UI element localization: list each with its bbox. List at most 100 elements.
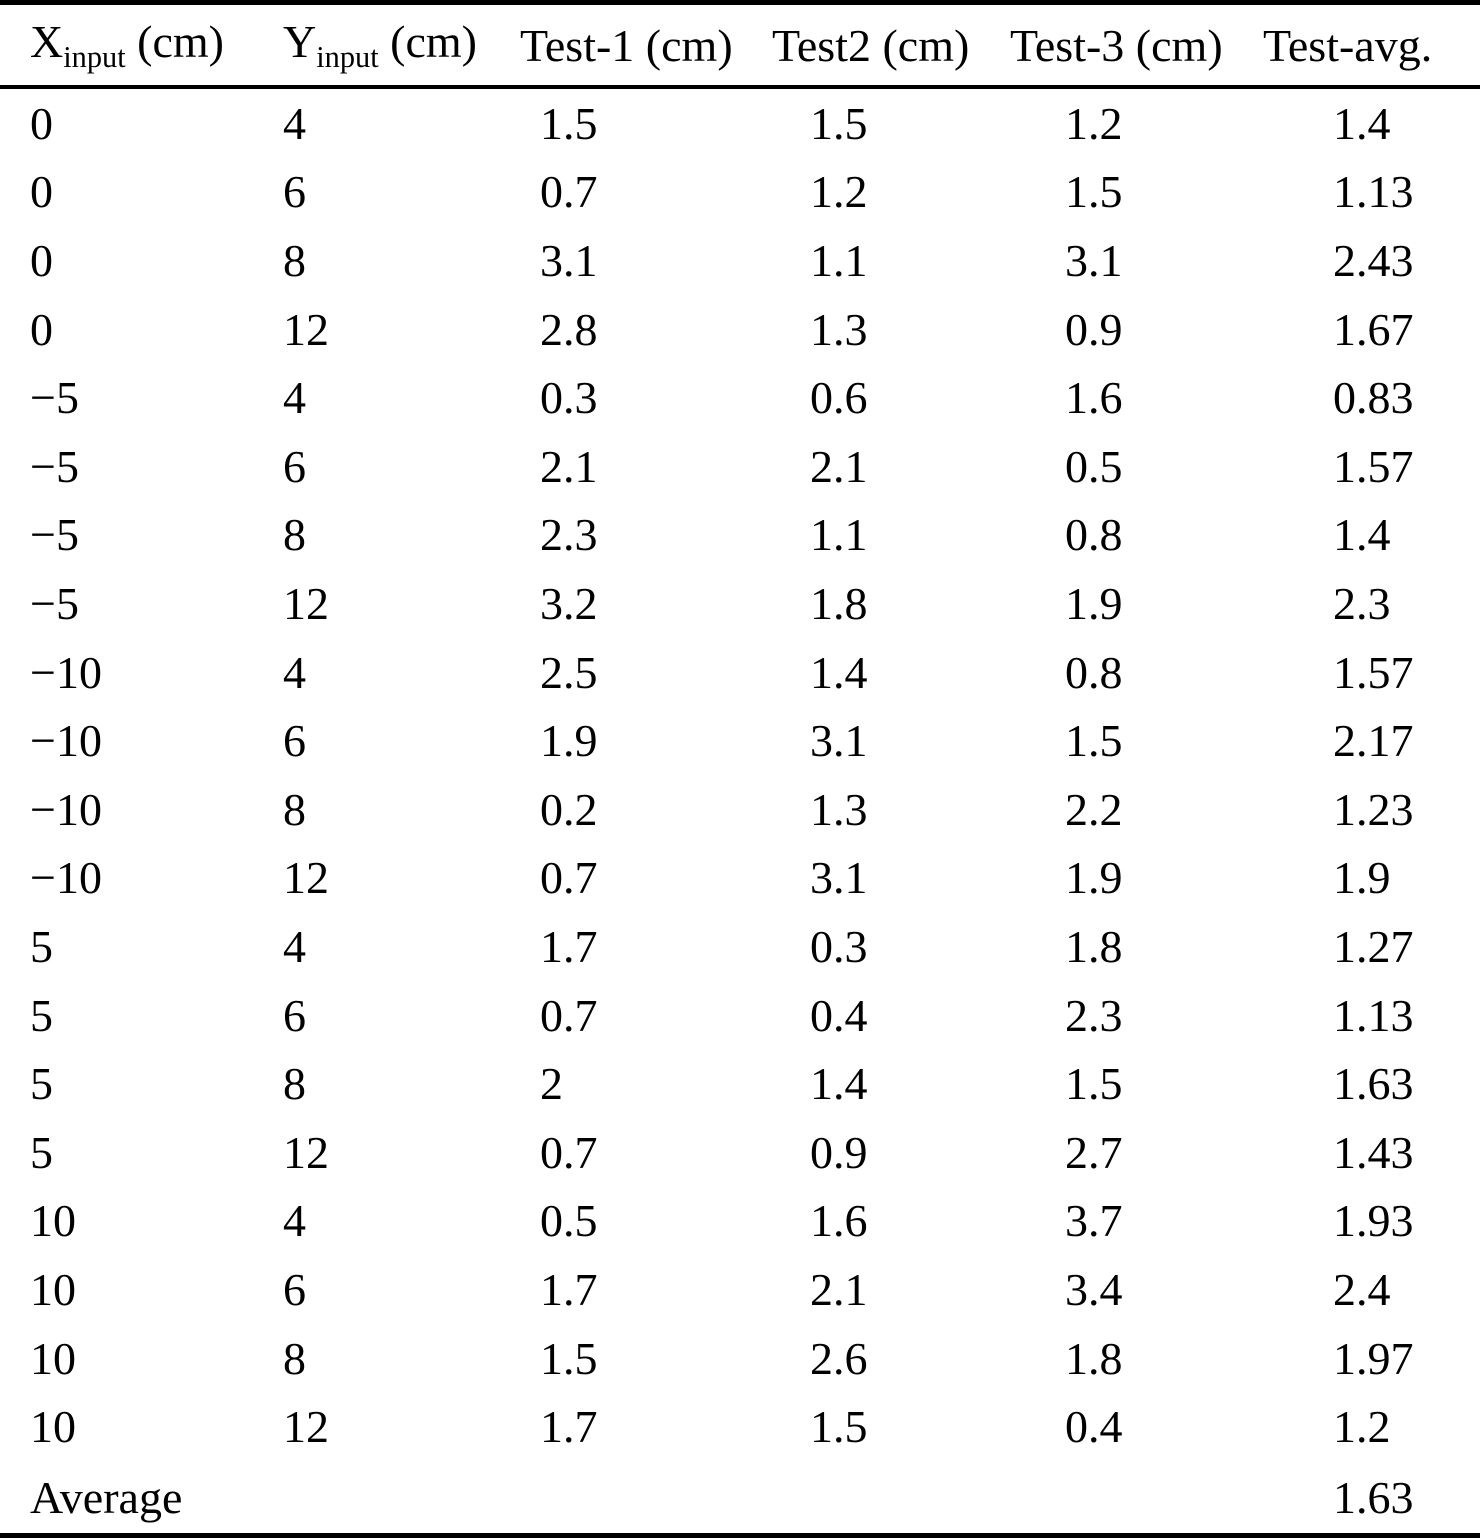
table-cell: 3.7 [1065,1195,1123,1247]
table-cell: −5 [30,440,79,492]
table-cell: −5 [30,577,79,629]
table-cell: 4 [283,97,306,149]
table-cell: 10 [30,1195,76,1247]
table-cell: 3.1 [1065,235,1123,286]
table-cell [253,1461,490,1536]
table-cell: 0.5 [1065,440,1123,492]
table-cell: 1.57 [1333,646,1414,698]
table-row: 0 6 0.7 1.2 1.5 1.13 [0,158,1480,227]
table-cell: 8 [283,235,306,286]
table-row: 5 4 1.7 0.3 1.8 1.27 [0,912,1480,981]
table-cell: 12 [283,1401,329,1453]
table-row: 5 12 0.7 0.9 2.7 1.43 [0,1118,1480,1187]
table-cell: 1.5 [1065,715,1123,767]
table-cell: 3.2 [540,577,598,629]
table-cell: 0 [30,235,53,286]
table-cell: 1.2 [1333,1401,1391,1453]
table-cell: 2.1 [810,1263,868,1315]
table-cell: 1.93 [1333,1195,1414,1247]
table-cell: 1.4 [810,1058,868,1110]
header-base: Test2 (cm) [772,19,970,71]
table-row: −10 6 1.9 3.1 1.5 2.17 [0,706,1480,775]
table-cell: 0.7 [540,166,598,218]
table-row: 10 4 0.5 1.6 3.7 1.93 [0,1187,1480,1256]
table-cell: 0.7 [540,989,598,1041]
table-cell: 10 [30,1332,76,1384]
table-cell: 6 [283,166,306,218]
table-cell: 1.67 [1333,303,1414,355]
table-footer: Average 1.63 [0,1461,1480,1536]
table-cell: 2.5 [540,646,598,698]
table-cell: 8 [283,783,306,835]
column-header-test-2: Test2 (cm) [742,2,980,89]
table-cell: 3.4 [1065,1263,1123,1315]
table-cell: 0.8 [1065,646,1123,698]
table-row: −10 8 0.2 1.3 2.2 1.23 [0,775,1480,844]
table-cell: 8 [283,509,306,561]
header-subscript: input [63,40,126,75]
table-cell: 0.6 [810,372,868,424]
table-cell: 6 [283,440,306,492]
table-cell: 1.2 [810,166,868,218]
table-cell: 8 [283,1058,306,1110]
table-cell: 0.4 [1065,1401,1123,1453]
table-cell: 1.7 [540,1401,598,1453]
table-row: 5 6 0.7 0.4 2.3 1.13 [0,981,1480,1050]
table-row: −10 4 2.5 1.4 0.8 1.57 [0,638,1480,707]
table-cell: 1.2 [1065,97,1123,149]
table-cell: 1.6 [1065,372,1123,424]
table-cell: 1.3 [810,783,868,835]
table-cell: 12 [283,577,329,629]
table-cell: 0.5 [540,1195,598,1247]
table-cell: 1.9 [540,715,598,767]
table-cell: 1.9 [1065,852,1123,904]
table-cell: −10 [30,783,102,835]
table-cell: 1.9 [1333,852,1391,904]
table-cell: 3.1 [810,715,868,767]
table-cell: 4 [283,1195,306,1247]
table-cell: 1.1 [810,509,868,561]
table-cell: 0.83 [1333,372,1414,424]
table-cell: 0.4 [810,989,868,1041]
table-cell: 0.8 [1065,509,1123,561]
table-cell: 10 [30,1401,76,1453]
table-cell: 0 [30,97,53,149]
table-row: −5 4 0.3 0.6 1.6 0.83 [0,363,1480,432]
table-header: Xinput (cm) Yinput (cm) Test-1 (cm) Test… [0,2,1480,89]
table-cell: 1.7 [540,920,598,972]
column-header-test-1: Test-1 (cm) [490,2,742,89]
table-cell: 0 [30,303,53,355]
table-row: −5 6 2.1 2.1 0.5 1.57 [0,432,1480,501]
column-header-test-3: Test-3 (cm) [980,2,1233,89]
table-cell: 1.8 [1065,920,1123,972]
table-cell: 2.1 [810,440,868,492]
table-cell: 1.5 [810,1401,868,1453]
table-cell: 1.4 [1333,509,1391,561]
table-cell: 1.5 [540,1332,598,1384]
table-cell: 6 [283,989,306,1041]
header-unit: (cm) [125,15,224,67]
average-row: Average 1.63 [0,1461,1480,1536]
table-cell: 12 [283,303,329,355]
table-cell: 2.3 [1065,989,1123,1041]
table-cell: 2.2 [1065,783,1123,835]
table-cell: 1.5 [1065,1058,1123,1110]
table-cell: −5 [30,372,79,424]
header-row: Xinput (cm) Yinput (cm) Test-1 (cm) Test… [0,2,1480,89]
table-row: 10 8 1.5 2.6 1.8 1.97 [0,1324,1480,1393]
table-cell: 3.1 [540,235,598,286]
table-body: 0 4 1.5 1.5 1.2 1.4 0 6 0.7 1.2 1.5 1.13 0 8 3.1 1.1 3.1… [0,87,1480,1461]
header-unit: (cm) [378,15,477,67]
table-cell: 1.63 [1333,1058,1414,1110]
header-base: Test-3 (cm) [1010,19,1223,71]
table-row: −5 8 2.3 1.1 0.8 1.4 [0,501,1480,570]
table-cell: 1.1 [810,235,868,286]
table-cell: 0.9 [1065,303,1123,355]
column-header-x-input: Xinput (cm) [0,2,253,89]
table-cell [980,1461,1233,1536]
table-cell [490,1461,742,1536]
table-cell: 4 [283,920,306,972]
table-cell: 12 [283,852,329,904]
table-cell: −10 [30,646,102,698]
